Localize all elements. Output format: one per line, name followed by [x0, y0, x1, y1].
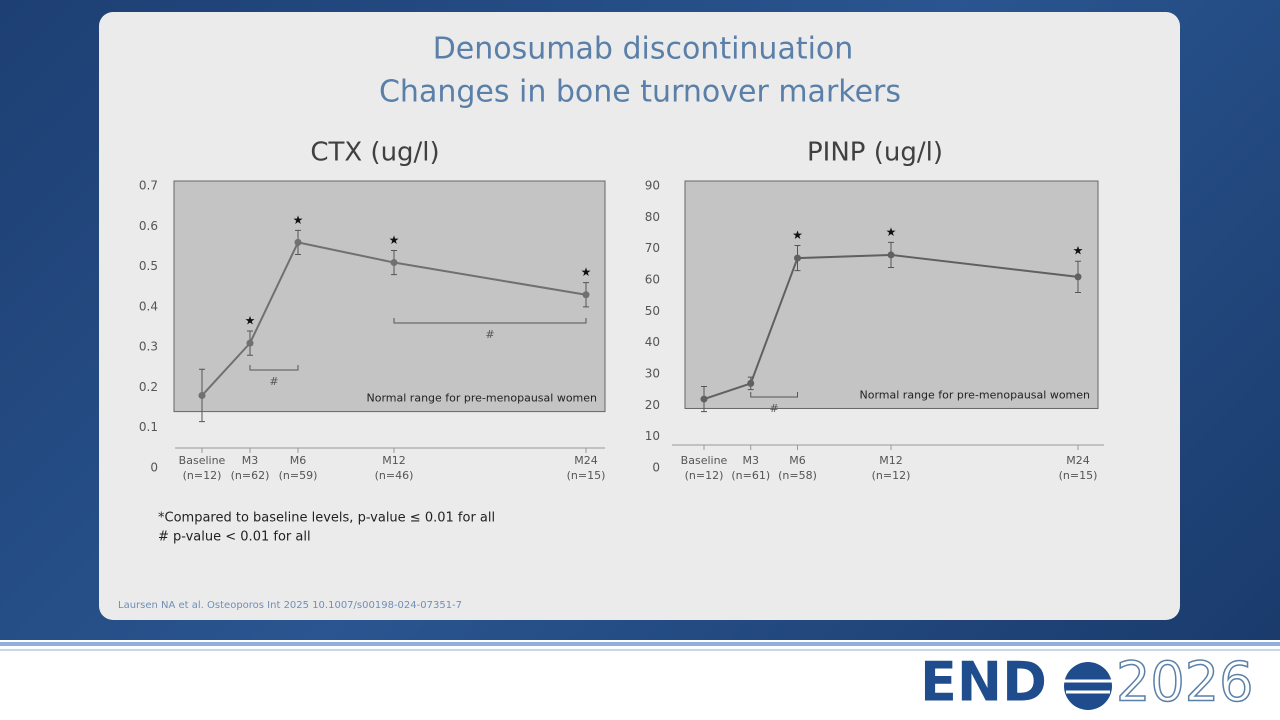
x-count-label: (n=12)	[685, 469, 724, 482]
x-count-label: (n=46)	[375, 469, 414, 482]
x-count-label: (n=59)	[279, 469, 318, 482]
significance-marker: ★	[792, 228, 803, 242]
slide-title: Denosumab discontinuation	[433, 32, 854, 67]
x-tick-label: M24	[574, 454, 598, 467]
y-tick-label: 80	[645, 210, 660, 224]
normal-range	[173, 180, 606, 413]
y-tick-label: 0.7	[139, 179, 158, 193]
y-tick-label: 0	[652, 461, 660, 475]
significance-marker: ★	[293, 213, 304, 227]
bracket	[249, 365, 299, 371]
x-tick-label: M6	[290, 454, 307, 467]
data-point	[887, 251, 895, 259]
data-point	[294, 238, 302, 246]
bracket-label: #	[269, 375, 278, 388]
data-point	[246, 339, 254, 347]
y-tick-label: 10	[645, 429, 660, 443]
data-point	[582, 291, 590, 299]
bracket	[393, 318, 587, 324]
logo-globe	[1064, 662, 1112, 710]
significance-marker: ★	[1073, 244, 1084, 258]
y-tick-label: 0.1	[139, 420, 158, 434]
x-tick-label: Baseline	[681, 454, 728, 467]
data-point	[390, 259, 398, 267]
x-tick-label: M24	[1066, 454, 1090, 467]
x-count-label: (n=58)	[778, 469, 817, 482]
y-tick-label: 0	[150, 461, 158, 475]
significance-marker: ★	[389, 233, 400, 247]
y-tick-label: 0.3	[139, 340, 158, 354]
data-point	[1074, 273, 1082, 281]
bracket	[750, 392, 798, 398]
chart-title: CTX (ug/l)	[310, 138, 439, 168]
normal-range	[684, 180, 1099, 409]
y-tick-label: 50	[645, 304, 660, 318]
x-count-label: (n=12)	[872, 469, 911, 482]
footnote: *Compared to baseline levels, p-value ≤ …	[158, 511, 495, 526]
significance-marker: ★	[886, 225, 897, 239]
normal-range-label: Normal range for pre-menopausal women	[367, 392, 598, 405]
logo-text: END	[920, 651, 1047, 714]
significance-marker: ★	[581, 265, 592, 279]
y-tick-label: 0.2	[139, 380, 158, 394]
y-tick-label: 90	[645, 179, 660, 193]
normal-range-label: Normal range for pre-menopausal women	[860, 388, 1091, 401]
logo-year: 2026	[1116, 651, 1253, 714]
slide-subtitle: Changes in bone turnover markers	[379, 75, 901, 110]
x-tick-label: M3	[242, 454, 259, 467]
x-count-label: (n=12)	[183, 469, 222, 482]
significance-marker: ★	[245, 314, 256, 328]
y-tick-label: 0.5	[139, 259, 158, 273]
y-tick-label: 0.6	[139, 219, 158, 233]
x-count-label: (n=15)	[1059, 469, 1098, 482]
citation: Laursen NA et al. Osteoporos Int 2025 10…	[118, 600, 462, 611]
footnote: # p-value < 0.01 for all	[158, 530, 311, 545]
data-point	[700, 395, 708, 403]
x-tick-label: M12	[382, 454, 406, 467]
y-tick-label: 60	[645, 273, 660, 287]
y-tick-label: 20	[645, 398, 660, 412]
data-point	[747, 379, 755, 387]
bracket-label: #	[770, 402, 779, 415]
x-tick-label: M3	[743, 454, 760, 467]
y-tick-label: 40	[645, 335, 660, 349]
bracket-label: #	[485, 328, 494, 341]
x-tick-label: M12	[879, 454, 903, 467]
x-count-label: (n=62)	[231, 469, 270, 482]
x-count-label: (n=15)	[567, 469, 606, 482]
x-count-label: (n=61)	[731, 469, 770, 482]
y-tick-label: 0.4	[139, 299, 158, 313]
y-tick-label: 30	[645, 367, 660, 381]
chart-title: PINP (ug/l)	[807, 138, 943, 168]
x-tick-label: M6	[789, 454, 806, 467]
data-point	[794, 254, 801, 262]
x-tick-label: Baseline	[179, 454, 226, 467]
y-tick-label: 70	[645, 241, 660, 255]
data-point	[198, 391, 206, 399]
